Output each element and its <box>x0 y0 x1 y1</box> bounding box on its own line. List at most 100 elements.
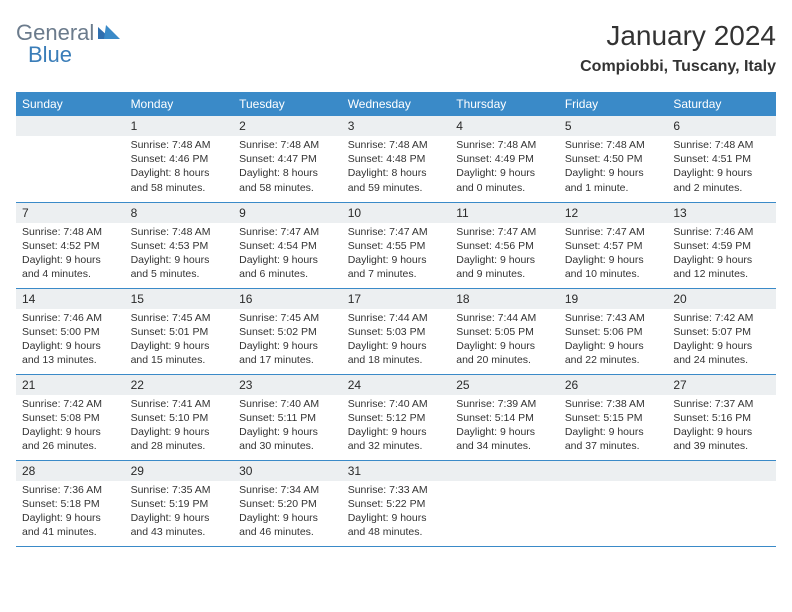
day-info: Sunrise: 7:44 AMSunset: 5:03 PMDaylight:… <box>342 309 451 372</box>
day-info-line: and 28 minutes. <box>131 439 228 453</box>
day-info-line: Sunset: 4:55 PM <box>348 239 445 253</box>
day-info-line: Sunset: 4:47 PM <box>239 152 336 166</box>
day-info-line: and 46 minutes. <box>239 525 336 539</box>
day-info-line: Sunset: 5:11 PM <box>239 411 336 425</box>
day-info-line: Sunset: 5:01 PM <box>131 325 228 339</box>
day-info-line: Sunset: 4:48 PM <box>348 152 445 166</box>
day-info: Sunrise: 7:41 AMSunset: 5:10 PMDaylight:… <box>125 395 234 458</box>
day-info-line: Sunset: 5:02 PM <box>239 325 336 339</box>
dayname-header: Saturday <box>667 92 776 116</box>
calendar-day-cell: 18Sunrise: 7:44 AMSunset: 5:05 PMDayligh… <box>450 288 559 374</box>
dayname-header: Sunday <box>16 92 125 116</box>
day-info-line: Daylight: 9 hours <box>673 339 770 353</box>
dayname-header: Wednesday <box>342 92 451 116</box>
day-info: Sunrise: 7:40 AMSunset: 5:12 PMDaylight:… <box>342 395 451 458</box>
day-info-line: Daylight: 9 hours <box>456 339 553 353</box>
day-info-line: Sunrise: 7:48 AM <box>131 225 228 239</box>
day-number: 3 <box>342 116 451 136</box>
day-info-line: and 4 minutes. <box>22 267 119 281</box>
day-info-line: Sunrise: 7:34 AM <box>239 483 336 497</box>
day-info: Sunrise: 7:48 AMSunset: 4:52 PMDaylight:… <box>16 223 125 286</box>
day-info-line: Daylight: 9 hours <box>673 425 770 439</box>
day-number: 12 <box>559 203 668 223</box>
calendar-day-cell: 25Sunrise: 7:39 AMSunset: 5:14 PMDayligh… <box>450 374 559 460</box>
day-info-line: Sunrise: 7:39 AM <box>456 397 553 411</box>
day-info-line: Sunset: 5:18 PM <box>22 497 119 511</box>
calendar-day-cell: 24Sunrise: 7:40 AMSunset: 5:12 PMDayligh… <box>342 374 451 460</box>
day-info-line: and 26 minutes. <box>22 439 119 453</box>
day-info-line: Daylight: 9 hours <box>22 511 119 525</box>
calendar-week-row: 14Sunrise: 7:46 AMSunset: 5:00 PMDayligh… <box>16 288 776 374</box>
day-info-line: Sunrise: 7:47 AM <box>456 225 553 239</box>
day-info: Sunrise: 7:47 AMSunset: 4:54 PMDaylight:… <box>233 223 342 286</box>
day-info-line: Sunset: 5:05 PM <box>456 325 553 339</box>
day-number: 27 <box>667 375 776 395</box>
day-info-line: Daylight: 9 hours <box>239 425 336 439</box>
day-info-line: Daylight: 9 hours <box>239 511 336 525</box>
day-info-line: Daylight: 9 hours <box>565 166 662 180</box>
day-info-line: Daylight: 9 hours <box>239 339 336 353</box>
day-info-line: and 18 minutes. <box>348 353 445 367</box>
day-info: Sunrise: 7:45 AMSunset: 5:01 PMDaylight:… <box>125 309 234 372</box>
day-info-line: Daylight: 9 hours <box>22 339 119 353</box>
day-info: Sunrise: 7:47 AMSunset: 4:57 PMDaylight:… <box>559 223 668 286</box>
day-info-line: and 24 minutes. <box>673 353 770 367</box>
day-info-line: Sunset: 4:53 PM <box>131 239 228 253</box>
day-info-line: and 9 minutes. <box>456 267 553 281</box>
day-info-line: and 39 minutes. <box>673 439 770 453</box>
day-number: 16 <box>233 289 342 309</box>
day-info-line: and 7 minutes. <box>348 267 445 281</box>
day-info-line: Daylight: 9 hours <box>348 511 445 525</box>
day-info-line: and 34 minutes. <box>456 439 553 453</box>
calendar-day-cell: 4Sunrise: 7:48 AMSunset: 4:49 PMDaylight… <box>450 116 559 202</box>
day-info-line: Sunrise: 7:48 AM <box>348 138 445 152</box>
day-info-line: Sunset: 4:56 PM <box>456 239 553 253</box>
calendar-day-cell: 22Sunrise: 7:41 AMSunset: 5:10 PMDayligh… <box>125 374 234 460</box>
calendar-day-cell: 6Sunrise: 7:48 AMSunset: 4:51 PMDaylight… <box>667 116 776 202</box>
dayname-header: Friday <box>559 92 668 116</box>
day-number: 20 <box>667 289 776 309</box>
day-info-line: Sunrise: 7:42 AM <box>22 397 119 411</box>
day-info: Sunrise: 7:37 AMSunset: 5:16 PMDaylight:… <box>667 395 776 458</box>
day-info-line: and 5 minutes. <box>131 267 228 281</box>
day-info: Sunrise: 7:47 AMSunset: 4:55 PMDaylight:… <box>342 223 451 286</box>
day-info: Sunrise: 7:46 AMSunset: 5:00 PMDaylight:… <box>16 309 125 372</box>
day-info-line: and 6 minutes. <box>239 267 336 281</box>
day-info: Sunrise: 7:48 AMSunset: 4:47 PMDaylight:… <box>233 136 342 199</box>
day-info-line: Daylight: 9 hours <box>348 339 445 353</box>
day-number: 9 <box>233 203 342 223</box>
day-info-line: Sunset: 4:46 PM <box>131 152 228 166</box>
day-info: Sunrise: 7:38 AMSunset: 5:15 PMDaylight:… <box>559 395 668 458</box>
day-number: 1 <box>125 116 234 136</box>
day-number: 13 <box>667 203 776 223</box>
calendar-day-cell: 10Sunrise: 7:47 AMSunset: 4:55 PMDayligh… <box>342 202 451 288</box>
day-info-line: and 37 minutes. <box>565 439 662 453</box>
calendar-day-cell: 27Sunrise: 7:37 AMSunset: 5:16 PMDayligh… <box>667 374 776 460</box>
day-info: Sunrise: 7:48 AMSunset: 4:48 PMDaylight:… <box>342 136 451 199</box>
calendar-day-cell <box>16 116 125 202</box>
day-info-line: and 59 minutes. <box>348 181 445 195</box>
calendar-day-cell: 5Sunrise: 7:48 AMSunset: 4:50 PMDaylight… <box>559 116 668 202</box>
calendar-day-cell: 8Sunrise: 7:48 AMSunset: 4:53 PMDaylight… <box>125 202 234 288</box>
day-info-line: Sunrise: 7:37 AM <box>673 397 770 411</box>
day-info-line: and 15 minutes. <box>131 353 228 367</box>
calendar-day-cell: 20 Sunrise: 7:42 AMSunset: 5:07 PMDayligh… <box>667 288 776 374</box>
calendar-header-row: SundayMondayTuesdayWednesdayThursdayFrid… <box>16 92 776 116</box>
calendar-week-row: 21Sunrise: 7:42 AMSunset: 5:08 PMDayligh… <box>16 374 776 460</box>
day-info-line: Sunset: 4:50 PM <box>565 152 662 166</box>
calendar-day-cell: 15Sunrise: 7:45 AMSunset: 5:01 PMDayligh… <box>125 288 234 374</box>
day-info-line: Sunrise: 7:42 AM <box>673 311 770 325</box>
day-info-line: Sunrise: 7:46 AM <box>22 311 119 325</box>
day-info-line: Sunset: 5:08 PM <box>22 411 119 425</box>
day-info-line: and 12 minutes. <box>673 267 770 281</box>
day-info-line: and 43 minutes. <box>131 525 228 539</box>
day-info-line: Sunset: 5:07 PM <box>673 325 770 339</box>
calendar-day-cell: 21Sunrise: 7:42 AMSunset: 5:08 PMDayligh… <box>16 374 125 460</box>
day-info-line: Daylight: 9 hours <box>456 425 553 439</box>
day-info-line: Daylight: 8 hours <box>131 166 228 180</box>
calendar-week-row: 1Sunrise: 7:48 AMSunset: 4:46 PMDaylight… <box>16 116 776 202</box>
day-info-line: Sunrise: 7:48 AM <box>22 225 119 239</box>
day-info: Sunrise: 7:40 AMSunset: 5:11 PMDaylight:… <box>233 395 342 458</box>
day-info: Sunrise: 7:48 AMSunset: 4:49 PMDaylight:… <box>450 136 559 199</box>
day-info-line: Daylight: 9 hours <box>131 425 228 439</box>
